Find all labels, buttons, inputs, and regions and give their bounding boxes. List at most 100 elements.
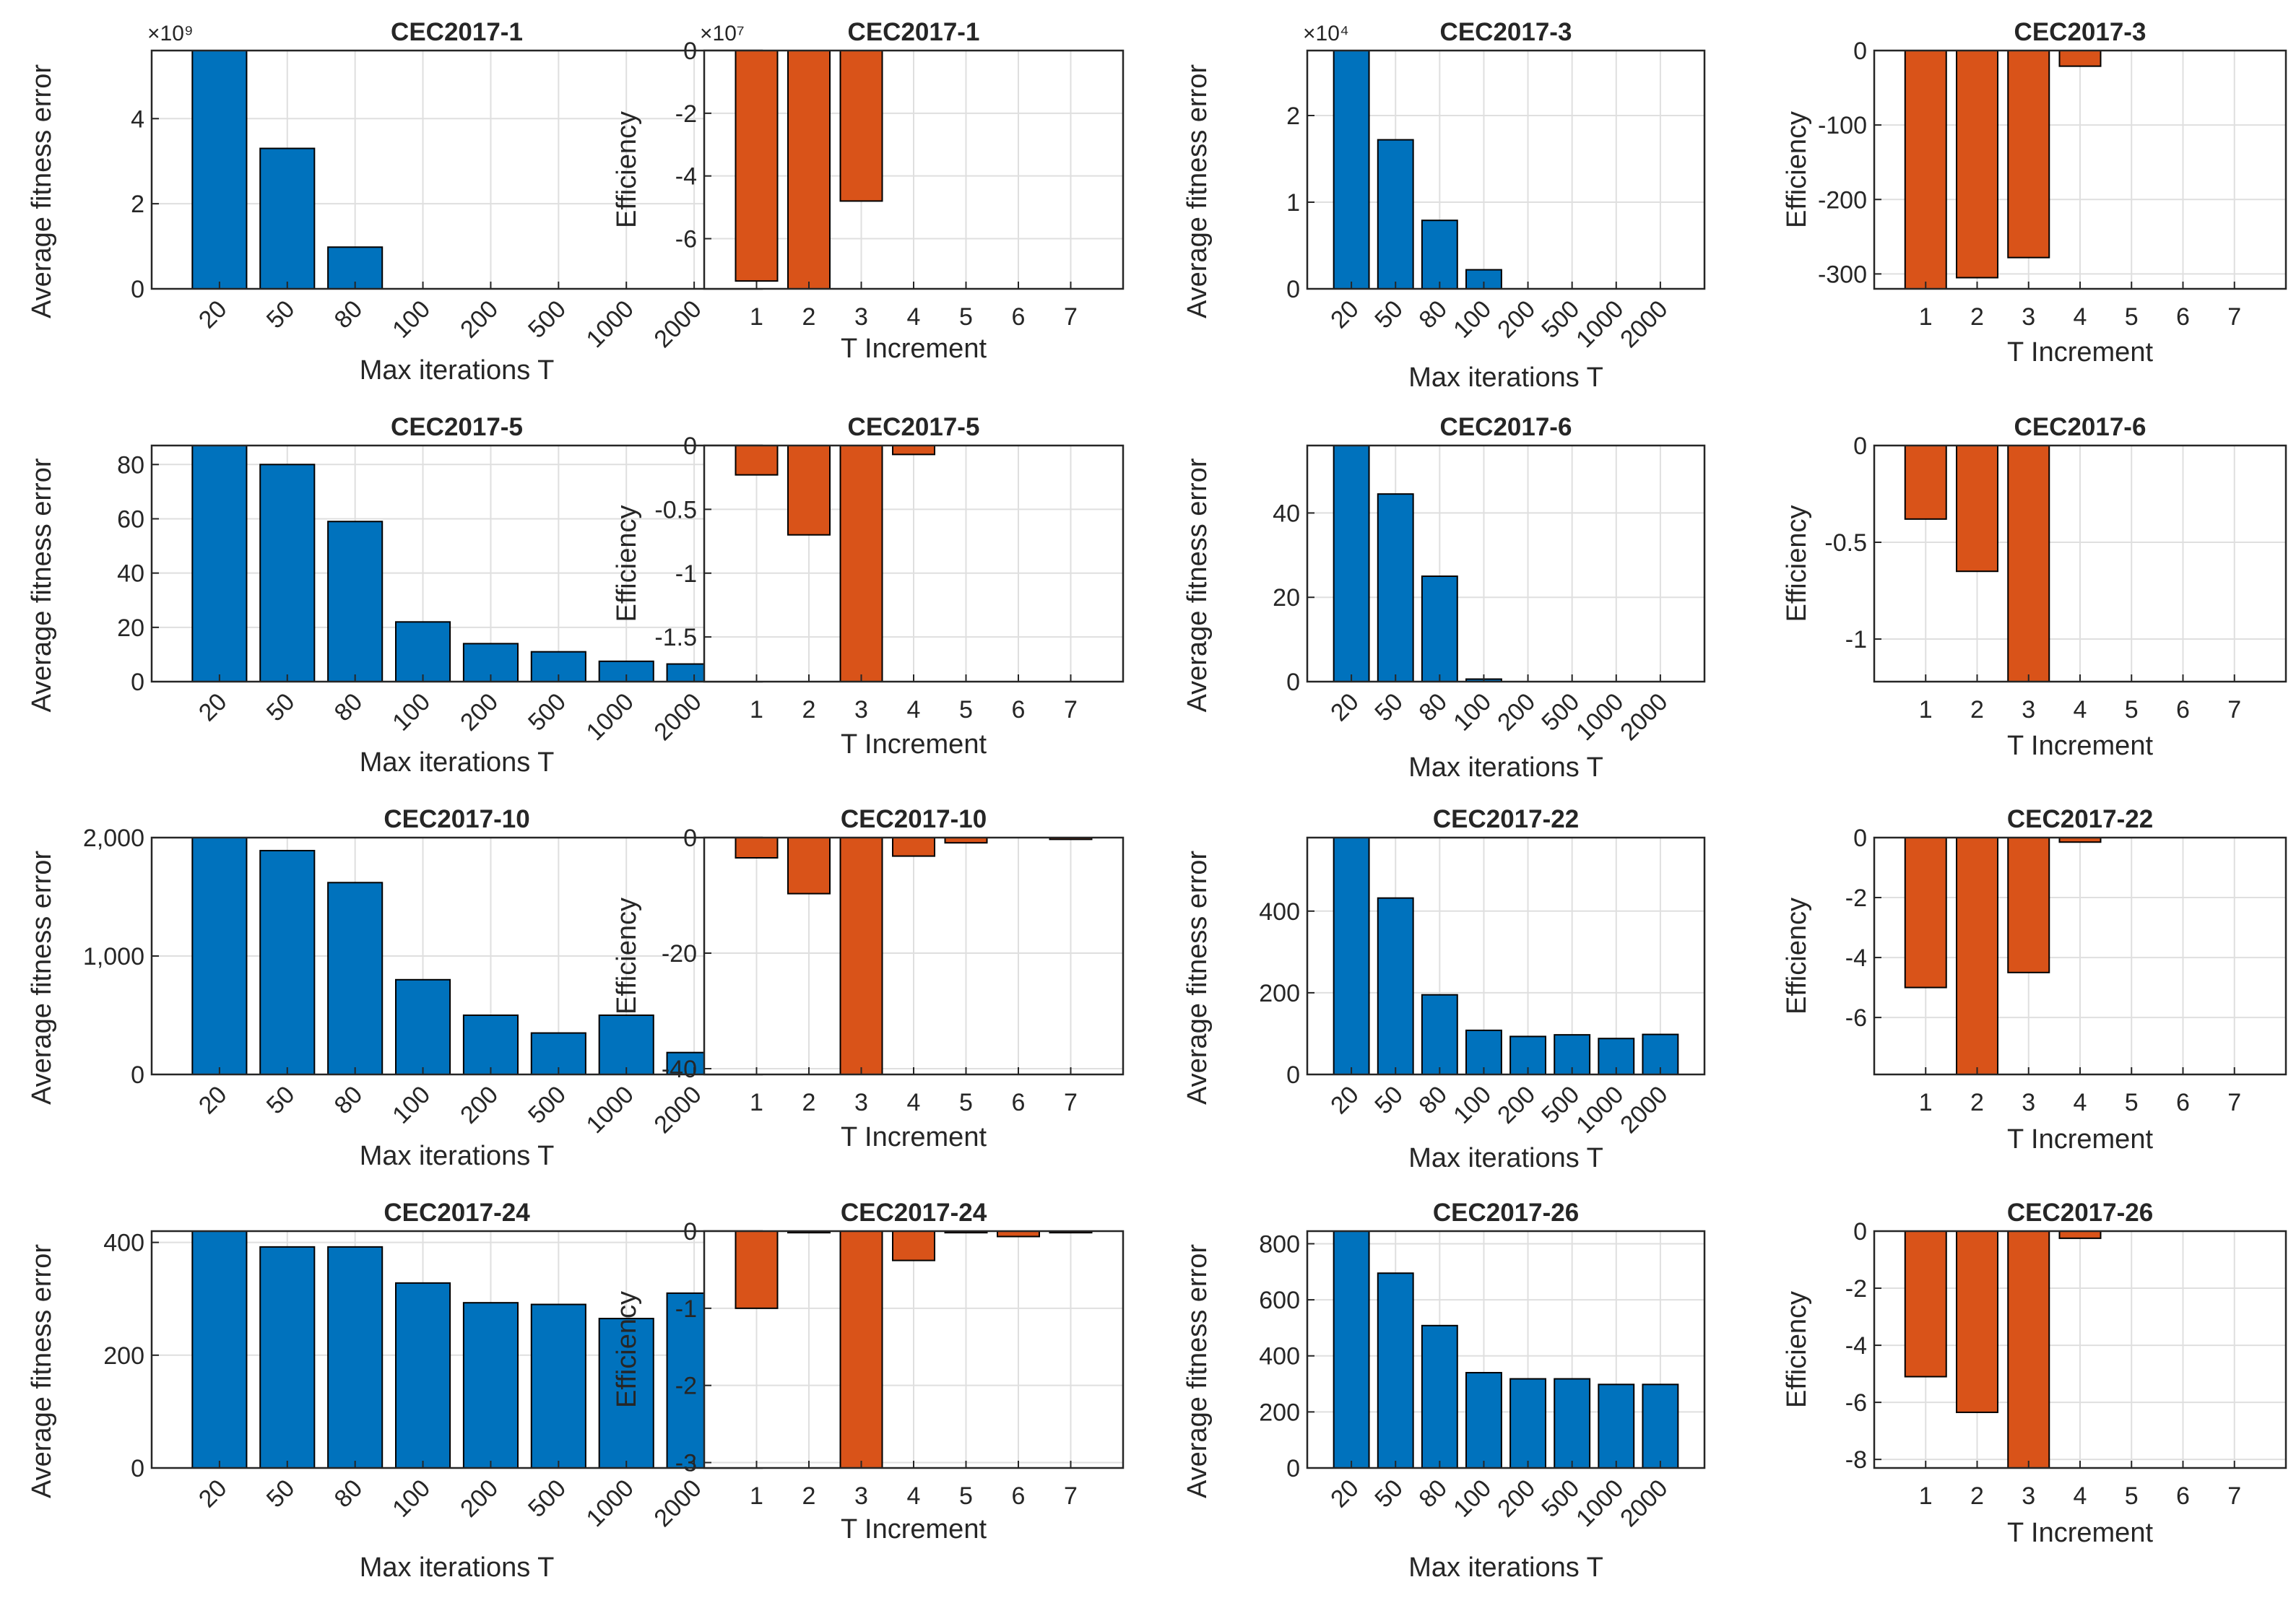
- x-tick-label: 6: [2176, 696, 2190, 724]
- x-tick-label: 80: [1413, 688, 1452, 727]
- x-tick-label: 80: [329, 1081, 368, 1120]
- x-tick-label: 80: [1413, 295, 1452, 334]
- chart-panel: -6 -4 -2 0 1 2 3 4 5 6 7 CEC2017-22 T Increment Effic…: [1782, 805, 2287, 1155]
- bar: [892, 445, 935, 456]
- x-tick-label: 1000: [1571, 295, 1629, 353]
- x-tick-label: 4: [2074, 1089, 2087, 1116]
- y-tick-label: -0.5: [1824, 529, 1867, 557]
- bar: [191, 837, 248, 1075]
- y-tick-label: 0: [1286, 1061, 1300, 1089]
- y-tick-label: -300: [1818, 261, 1867, 288]
- bar: [1465, 1029, 1502, 1076]
- chart-title: CEC2017-22: [2007, 805, 2153, 833]
- bar: [259, 147, 316, 290]
- axes-box: [1306, 444, 1706, 683]
- y-tick-label: -6: [675, 226, 697, 253]
- x-axis-label: T Increment: [841, 1122, 987, 1152]
- chart-title: CEC2017-6: [2014, 413, 2146, 441]
- x-tick-label: 200: [455, 1081, 503, 1129]
- x-axis-label: Max iterations T: [360, 1141, 555, 1171]
- x-tick-label: 50: [1369, 1474, 1408, 1513]
- y-tick-label: 2,000: [83, 825, 144, 852]
- x-tick-label: 1: [750, 303, 763, 331]
- bar: [395, 621, 451, 683]
- bar: [327, 1246, 384, 1469]
- y-tick-label: 40: [117, 560, 144, 588]
- x-tick-label: 6: [2176, 303, 2190, 331]
- x-tick-label: 7: [1064, 1089, 1078, 1116]
- x-tick-label: 4: [907, 696, 921, 724]
- x-tick-label: 3: [854, 696, 868, 724]
- x-tick-label: 1000: [581, 295, 639, 353]
- y-axis-label: Average fitness error: [1182, 458, 1213, 712]
- y-tick-label: -6: [1845, 1389, 1867, 1417]
- bar: [191, 50, 248, 290]
- x-tick-label: 4: [907, 1482, 921, 1510]
- x-tick-label: 5: [2125, 696, 2139, 724]
- x-tick-label: 1: [750, 1482, 763, 1510]
- y-axis-label: Efficiency: [1782, 111, 1812, 228]
- x-tick-label: 20: [194, 1081, 233, 1120]
- x-tick-label: 3: [2022, 1089, 2035, 1116]
- x-tick-label: 2: [1970, 1482, 1984, 1510]
- chart-title: CEC2017-5: [391, 413, 523, 441]
- y-axis-label: Average fitness error: [1182, 64, 1213, 318]
- y-tick-label: 0: [1286, 1455, 1300, 1482]
- x-tick-label: 50: [261, 1474, 300, 1513]
- x-tick-label: 7: [1064, 1482, 1078, 1510]
- bar: [2007, 1230, 2050, 1469]
- x-tick-label: 7: [2227, 1089, 2241, 1116]
- x-tick-label: 2000: [649, 1081, 706, 1139]
- y-tick-label: 800: [1259, 1230, 1300, 1258]
- y-axis-label: Efficiency: [1782, 1291, 1812, 1408]
- bar: [892, 837, 935, 857]
- bar: [191, 445, 248, 682]
- y-tick-label: 400: [1259, 1343, 1300, 1370]
- x-tick-label: 7: [2227, 303, 2241, 331]
- x-axis-label: T Increment: [841, 334, 987, 364]
- x-axis-label: T Increment: [841, 729, 987, 760]
- x-tick-label: 4: [907, 303, 921, 331]
- y-tick-label: 40: [1273, 500, 1300, 527]
- bar: [2058, 50, 2102, 67]
- x-tick-label: 20: [194, 295, 233, 334]
- y-axis-label: Efficiency: [612, 505, 642, 622]
- axis-exponent: ×10⁹: [147, 22, 194, 45]
- y-tick-label: -8: [1845, 1446, 1867, 1474]
- bar: [892, 1230, 935, 1261]
- chart-panel: -300 -200 -100 0 1 2 3 4 5 6 7 CEC2017-3 T Increment…: [1782, 18, 2287, 368]
- plot-area: [152, 51, 762, 289]
- bar: [1465, 1372, 1502, 1469]
- x-axis-label: Max iterations T: [360, 355, 555, 386]
- x-tick-label: 6: [1012, 696, 1026, 724]
- x-tick-label: 1000: [581, 1081, 639, 1139]
- x-axis-label: T Increment: [2007, 1124, 2153, 1155]
- x-tick-label: 5: [959, 303, 973, 331]
- bar: [1421, 575, 1458, 683]
- x-tick-label: 20: [1325, 688, 1364, 727]
- x-tick-label: 3: [2022, 1482, 2035, 1510]
- chart-panel: 0 200 400 20 50 80 100 200 500 1000 2000 CEC2017-24…: [27, 1199, 763, 1583]
- y-tick-label: 0: [131, 1061, 144, 1089]
- y-tick-label: -0.5: [654, 496, 697, 524]
- x-tick-label: 1: [1919, 1482, 1933, 1510]
- bar: [1904, 445, 1947, 520]
- x-tick-label: 6: [2176, 1089, 2190, 1116]
- plot-area: [1307, 446, 1704, 682]
- bar: [1904, 837, 1947, 989]
- x-tick-label: 1000: [581, 1474, 639, 1532]
- y-tick-label: -2: [675, 100, 697, 128]
- x-tick-label: 4: [907, 1089, 921, 1116]
- y-axis-label: Average fitness error: [27, 1244, 57, 1498]
- bar: [1509, 1378, 1546, 1469]
- y-tick-label: 2: [131, 191, 144, 218]
- y-tick-label: -2: [1845, 885, 1867, 912]
- bar: [735, 1230, 779, 1309]
- x-tick-label: 7: [2227, 1482, 2241, 1510]
- y-tick-label: 200: [1259, 980, 1300, 1007]
- x-tick-label: 1000: [581, 688, 639, 746]
- y-tick-label: -4: [1845, 944, 1867, 972]
- x-tick-label: 1: [1919, 696, 1933, 724]
